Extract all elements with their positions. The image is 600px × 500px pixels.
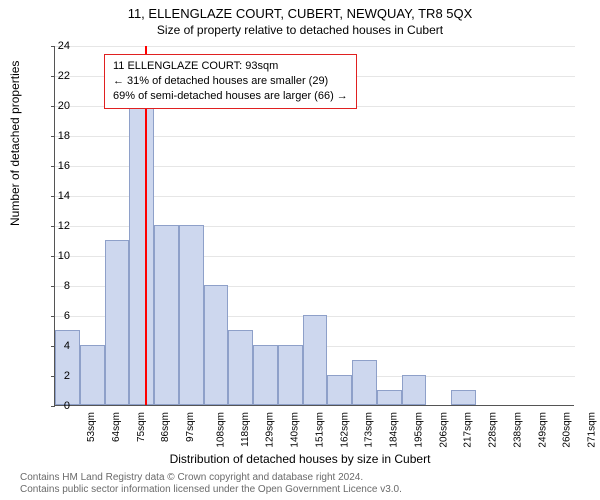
credits-line-2: Contains public sector information licen… (20, 484, 590, 496)
legend-line-3: 69% of semi-detached houses are larger (… (113, 89, 348, 104)
chart-title: 11, ELLENGLAZE COURT, CUBERT, NEWQUAY, T… (0, 0, 600, 21)
histogram-bar (204, 285, 229, 405)
x-tick-label: 75sqm (136, 412, 147, 442)
x-tick-label: 86sqm (160, 412, 171, 442)
x-tick-label: 260sqm (562, 412, 573, 448)
x-tick-label: 140sqm (290, 412, 301, 448)
x-tick-label: 129sqm (265, 412, 276, 448)
x-axis-label: Distribution of detached houses by size … (0, 452, 600, 466)
y-tick-label: 12 (46, 220, 70, 232)
histogram-bar (80, 345, 105, 405)
x-tick-label: 238sqm (513, 412, 524, 448)
x-tick-label: 162sqm (339, 412, 350, 448)
histogram-bar (451, 390, 476, 405)
x-tick-label: 249sqm (537, 412, 548, 448)
legend-line-1: 11 ELLENGLAZE COURT: 93sqm (113, 59, 348, 74)
x-tick-label: 151sqm (314, 412, 325, 448)
y-tick-label: 2 (46, 370, 70, 382)
y-tick-label: 8 (46, 280, 70, 292)
gridline (55, 46, 575, 47)
x-tick-label: 97sqm (185, 412, 196, 442)
y-tick-label: 24 (46, 40, 70, 52)
x-tick-label: 64sqm (111, 412, 122, 442)
histogram-bar (278, 345, 303, 405)
x-tick-label: 118sqm (239, 412, 250, 447)
legend-line-2: ← 31% of detached houses are smaller (29… (113, 74, 348, 89)
y-tick-label: 6 (46, 310, 70, 322)
y-tick-label: 18 (46, 130, 70, 142)
y-tick-label: 22 (46, 70, 70, 82)
legend-box: 11 ELLENGLAZE COURT: 93sqm ← 31% of deta… (104, 54, 357, 109)
histogram-bar (105, 240, 130, 405)
plot-area: 11 ELLENGLAZE COURT: 93sqm ← 31% of deta… (54, 46, 574, 406)
y-tick-label: 4 (46, 340, 70, 352)
x-tick-label: 108sqm (215, 412, 226, 448)
histogram-bar (129, 105, 154, 405)
histogram-bar (402, 375, 427, 405)
x-tick-label: 195sqm (413, 412, 424, 448)
y-tick-label: 20 (46, 100, 70, 112)
x-tick-label: 271sqm (587, 412, 598, 448)
x-tick-label: 206sqm (438, 412, 449, 448)
chart-container: 11, ELLENGLAZE COURT, CUBERT, NEWQUAY, T… (0, 0, 600, 500)
x-tick-label: 228sqm (488, 412, 499, 448)
x-tick-label: 173sqm (364, 412, 375, 448)
credits: Contains HM Land Registry data © Crown c… (20, 472, 590, 496)
histogram-bar (303, 315, 328, 405)
histogram-bar (352, 360, 377, 405)
y-tick-label: 10 (46, 250, 70, 262)
x-tick-label: 217sqm (463, 412, 474, 448)
x-tick-label: 184sqm (389, 412, 400, 448)
chart-subtitle: Size of property relative to detached ho… (0, 21, 600, 37)
histogram-bar (327, 375, 352, 405)
histogram-bar (154, 225, 179, 405)
x-tick-label: 53sqm (86, 412, 97, 442)
credits-line-1: Contains HM Land Registry data © Crown c… (20, 472, 590, 484)
y-axis-label: Number of detached properties (8, 61, 22, 226)
histogram-bar (377, 390, 402, 405)
y-tick-label: 16 (46, 160, 70, 172)
histogram-bar (253, 345, 278, 405)
histogram-bar (228, 330, 253, 405)
y-tick-label: 14 (46, 190, 70, 202)
histogram-bar (179, 225, 204, 405)
y-tick-label: 0 (46, 400, 70, 412)
